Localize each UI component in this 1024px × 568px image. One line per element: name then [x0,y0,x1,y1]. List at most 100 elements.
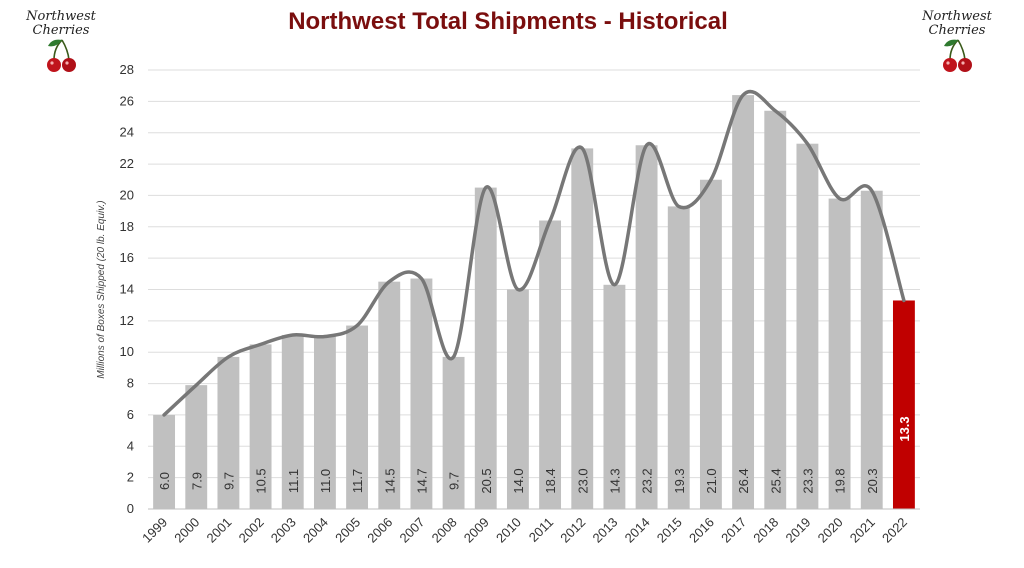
bar-2021 [860,190,883,509]
x-tick-label: 2021 [847,515,878,546]
data-label-2015: 19.3 [672,468,687,493]
data-label-2012: 23.0 [575,468,590,493]
y-tick-label: 24 [120,125,134,140]
y-tick-label: 26 [120,93,134,108]
y-tick-label: 20 [120,187,134,202]
data-label-2004: 11.0 [318,469,333,493]
bar-2001 [217,356,240,509]
y-tick-label: 10 [120,344,134,359]
y-tick-label: 2 [127,470,134,485]
logo-text-line2: Cherries [32,23,90,38]
x-tick-label: 2007 [396,515,427,546]
x-tick-label: 2002 [236,515,267,546]
x-tick-label: 2020 [815,515,846,546]
y-tick-label: 8 [127,376,134,391]
x-tick-label: 2003 [268,515,299,546]
data-label-2019: 23.3 [800,468,815,493]
data-labels: 6.0 7.9 9.7 10.5 11.1 11.0 11.7 14.5 14.7 9.7 20.5… [157,416,912,493]
data-label-2009: 20.5 [479,468,494,493]
data-label-2022: 13.3 [897,416,912,441]
data-label-2014: 23.2 [640,468,655,493]
data-label-2000: 7.9 [189,472,204,490]
bar-2020 [828,198,851,510]
data-label-2013: 14.3 [607,468,622,493]
data-label-2006: 14.5 [382,468,397,493]
y-tick-label: 18 [120,219,134,234]
data-label-2016: 21.0 [704,468,719,493]
bar-2013 [603,284,626,509]
x-tick-label: 2005 [332,515,363,546]
bar-2008 [442,356,465,509]
bar-2009 [474,187,497,509]
data-label-2010: 14.0 [511,468,526,493]
northwest-cherries-logo-left: Northwest Cherries [22,4,100,78]
y-tick-label: 4 [127,438,134,453]
y-tick-label: 16 [120,250,134,265]
bar-2006 [378,281,401,509]
x-tick-label: 2022 [879,515,910,546]
bar-2012 [571,148,594,509]
data-label-2020: 19.8 [833,468,848,493]
northwest-cherries-logo-right: Northwest Cherries [918,4,996,78]
trend-line [162,89,906,417]
bar-2015 [667,206,690,509]
y-tick-label: 14 [120,282,134,297]
x-tick-label: 2019 [782,515,813,546]
logo-text-line2: Cherries [928,23,986,38]
bar-2003 [281,334,304,509]
cherries-icon [943,39,972,72]
bar-2019 [796,143,819,510]
bar-2004 [313,336,336,509]
bar-2005 [346,325,369,509]
bar-2010 [506,289,529,509]
data-label-2021: 20.3 [865,468,880,493]
data-label-2018: 25.4 [768,468,783,493]
data-label-2017: 26.4 [736,468,751,493]
bar-1999 [153,414,176,509]
bar-2018 [764,110,787,509]
x-tick-label: 2018 [750,515,781,546]
y-tick-label: 28 [120,62,134,77]
bar-2014 [635,145,658,509]
smoothed-trend-line [162,89,906,417]
bar-2007 [410,278,433,509]
y-axis-label: Millions of Boxes Shipped (20 lb. Equiv.… [96,200,107,378]
bar-2000 [185,385,208,509]
bar-2022 [892,300,915,509]
x-tick-label: 2008 [429,515,460,546]
x-tick-label: 2015 [654,515,685,546]
y-tick-label: 6 [127,407,134,422]
x-tick-label: 2011 [526,515,556,545]
x-tick-label: 2006 [364,515,395,546]
x-tick-label: 2017 [718,515,749,546]
bar-2016 [699,179,722,509]
y-tick-label: 22 [120,156,134,171]
bar-2017 [732,95,755,509]
chart-title: Northwest Total Shipments - Historical [288,8,728,35]
x-tick-label: 2016 [686,515,717,546]
bar-2011 [539,220,562,509]
y-tick-label: 0 [127,501,134,516]
data-label-1999: 6.0 [157,472,172,490]
x-tick-label: 2009 [461,515,492,546]
data-label-2007: 14.7 [414,468,429,493]
y-tick-label: 12 [120,313,134,328]
data-label-2001: 9.7 [221,472,236,490]
x-tick-label: 2012 [557,515,588,546]
x-tick-label: 2004 [300,515,331,546]
x-tick-label: 2001 [203,515,234,546]
x-tick-label: 2013 [589,515,620,546]
cherries-icon [47,39,76,72]
x-tick-label: 1999 [139,515,170,546]
bars [153,95,915,510]
data-label-2002: 10.5 [254,468,269,493]
data-label-2005: 11.7 [350,469,365,493]
data-label-2011: 18.4 [543,468,558,493]
data-label-2003: 11.1 [286,469,301,493]
x-tick-label: 2014 [622,515,653,546]
x-tick-label: 2010 [493,515,524,546]
x-tick-label: 2000 [171,515,202,546]
